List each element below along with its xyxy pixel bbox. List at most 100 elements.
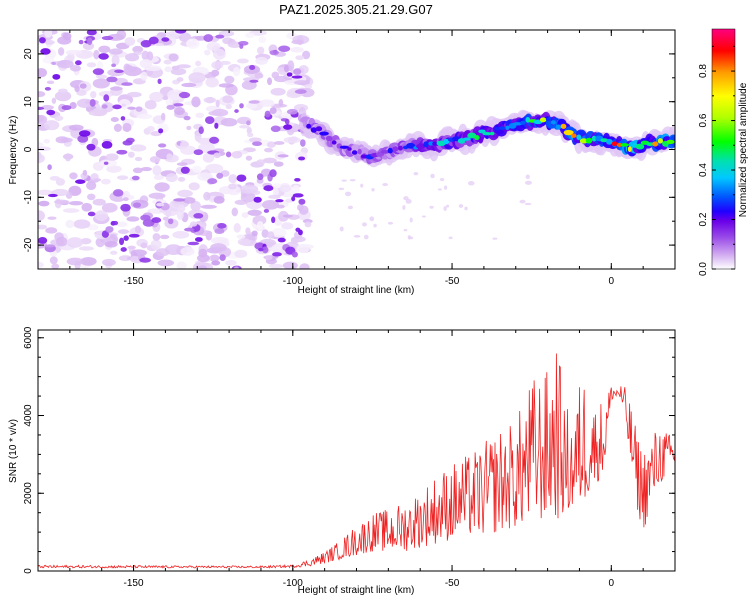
noise-blob [159,234,170,240]
noise-blob [272,252,282,257]
noise-blob [40,48,51,55]
signal-core [494,126,501,131]
noise-blob [268,194,281,199]
noise-blob [134,156,143,162]
noise-blob [165,97,174,107]
noise-blob [149,156,161,163]
noise-blob [178,91,191,99]
noise-blob [121,82,133,86]
noise-blob [296,244,310,254]
noise-blob [43,138,50,144]
noise-blob [108,48,123,55]
signal-core [392,146,399,152]
signal-core [387,147,393,154]
noise-blob [42,56,55,64]
noise-blob [259,100,275,107]
noise-blob [103,94,110,102]
x-tick-label: -150 [124,578,144,589]
noise-blob [66,257,84,266]
noise-blob [51,97,57,104]
signal-core [482,132,492,136]
noise-blob [184,227,195,232]
noise-blob [245,32,255,39]
noise-blob [80,256,97,266]
spectrogram-y-axis-label: Frequency (Hz) [8,116,19,185]
colorbar-gradient [711,28,736,270]
noise-blob [160,112,166,121]
noise-blob [60,137,73,143]
noise-blob [74,85,80,93]
noise-blob [264,147,273,153]
signal-core [611,141,618,147]
scatter-dot [338,187,345,191]
scatter-dot [402,205,406,211]
signal-core [652,141,659,147]
noise-blob [183,115,191,121]
noise-blob [115,221,128,228]
x-tick-label: -100 [283,578,303,589]
signal-core [555,124,562,130]
noise-blob [114,69,124,74]
noise-blob [253,196,262,203]
noise-blob [240,184,259,194]
noise-blob [137,113,153,120]
noise-blob [132,167,143,174]
noise-blob [86,181,97,191]
noise-blob [269,50,280,56]
noise-blob [290,46,304,53]
noise-blob [38,189,54,196]
spectrogram-x-axis-label: Height of straight line (km) [298,285,415,296]
noise-blob [144,99,157,110]
noise-blob [228,183,237,190]
noise-blob [122,197,129,202]
noise-blob [270,103,288,108]
x-tick-label: 0 [609,276,615,287]
noise-blob [291,75,303,79]
noise-blob [228,174,238,184]
noise-blob [193,149,204,156]
noise-blob [191,96,201,108]
noise-blob [140,242,148,249]
signal-core [539,117,547,123]
scatter-dot [446,204,450,208]
noise-blob [295,55,305,60]
snr-frame [37,329,676,572]
noise-blob [78,39,84,45]
noise-blob [258,36,267,44]
noise-blob [77,134,89,143]
noise-blob [198,265,208,269]
noise-blob [87,37,93,46]
signal-core [416,143,426,149]
noise-blob [236,174,247,182]
noise-blob [105,226,114,233]
x-tick-label: -100 [283,276,303,287]
noise-blob [211,260,221,266]
noise-blob [231,207,238,217]
noise-blob [127,106,136,110]
noise-blob [202,152,215,163]
colorbar-label: Normalized spectral amplitude [738,82,749,217]
noise-blob [79,83,87,89]
noise-blob [180,145,197,155]
noise-blob [263,208,270,213]
noise-blob [180,166,190,174]
noise-blob [126,216,140,222]
noise-blob [197,172,213,181]
signal-core [591,135,597,142]
noise-blob [262,157,277,164]
noise-blob [139,59,153,69]
noise-blob [93,49,100,60]
noise-blob [120,203,131,212]
snr-series-line [38,353,675,569]
scatter-dot [413,172,419,176]
noise-blob [166,153,173,161]
noise-blob [121,103,127,107]
noise-blob [148,36,159,45]
y-tick-label: -20 [23,237,34,252]
noise-blob [101,202,118,213]
signal-core [657,138,663,144]
scatter-dot [458,204,464,208]
noise-blob [298,198,306,205]
noise-blob [203,191,211,201]
noise-blob [286,108,298,115]
